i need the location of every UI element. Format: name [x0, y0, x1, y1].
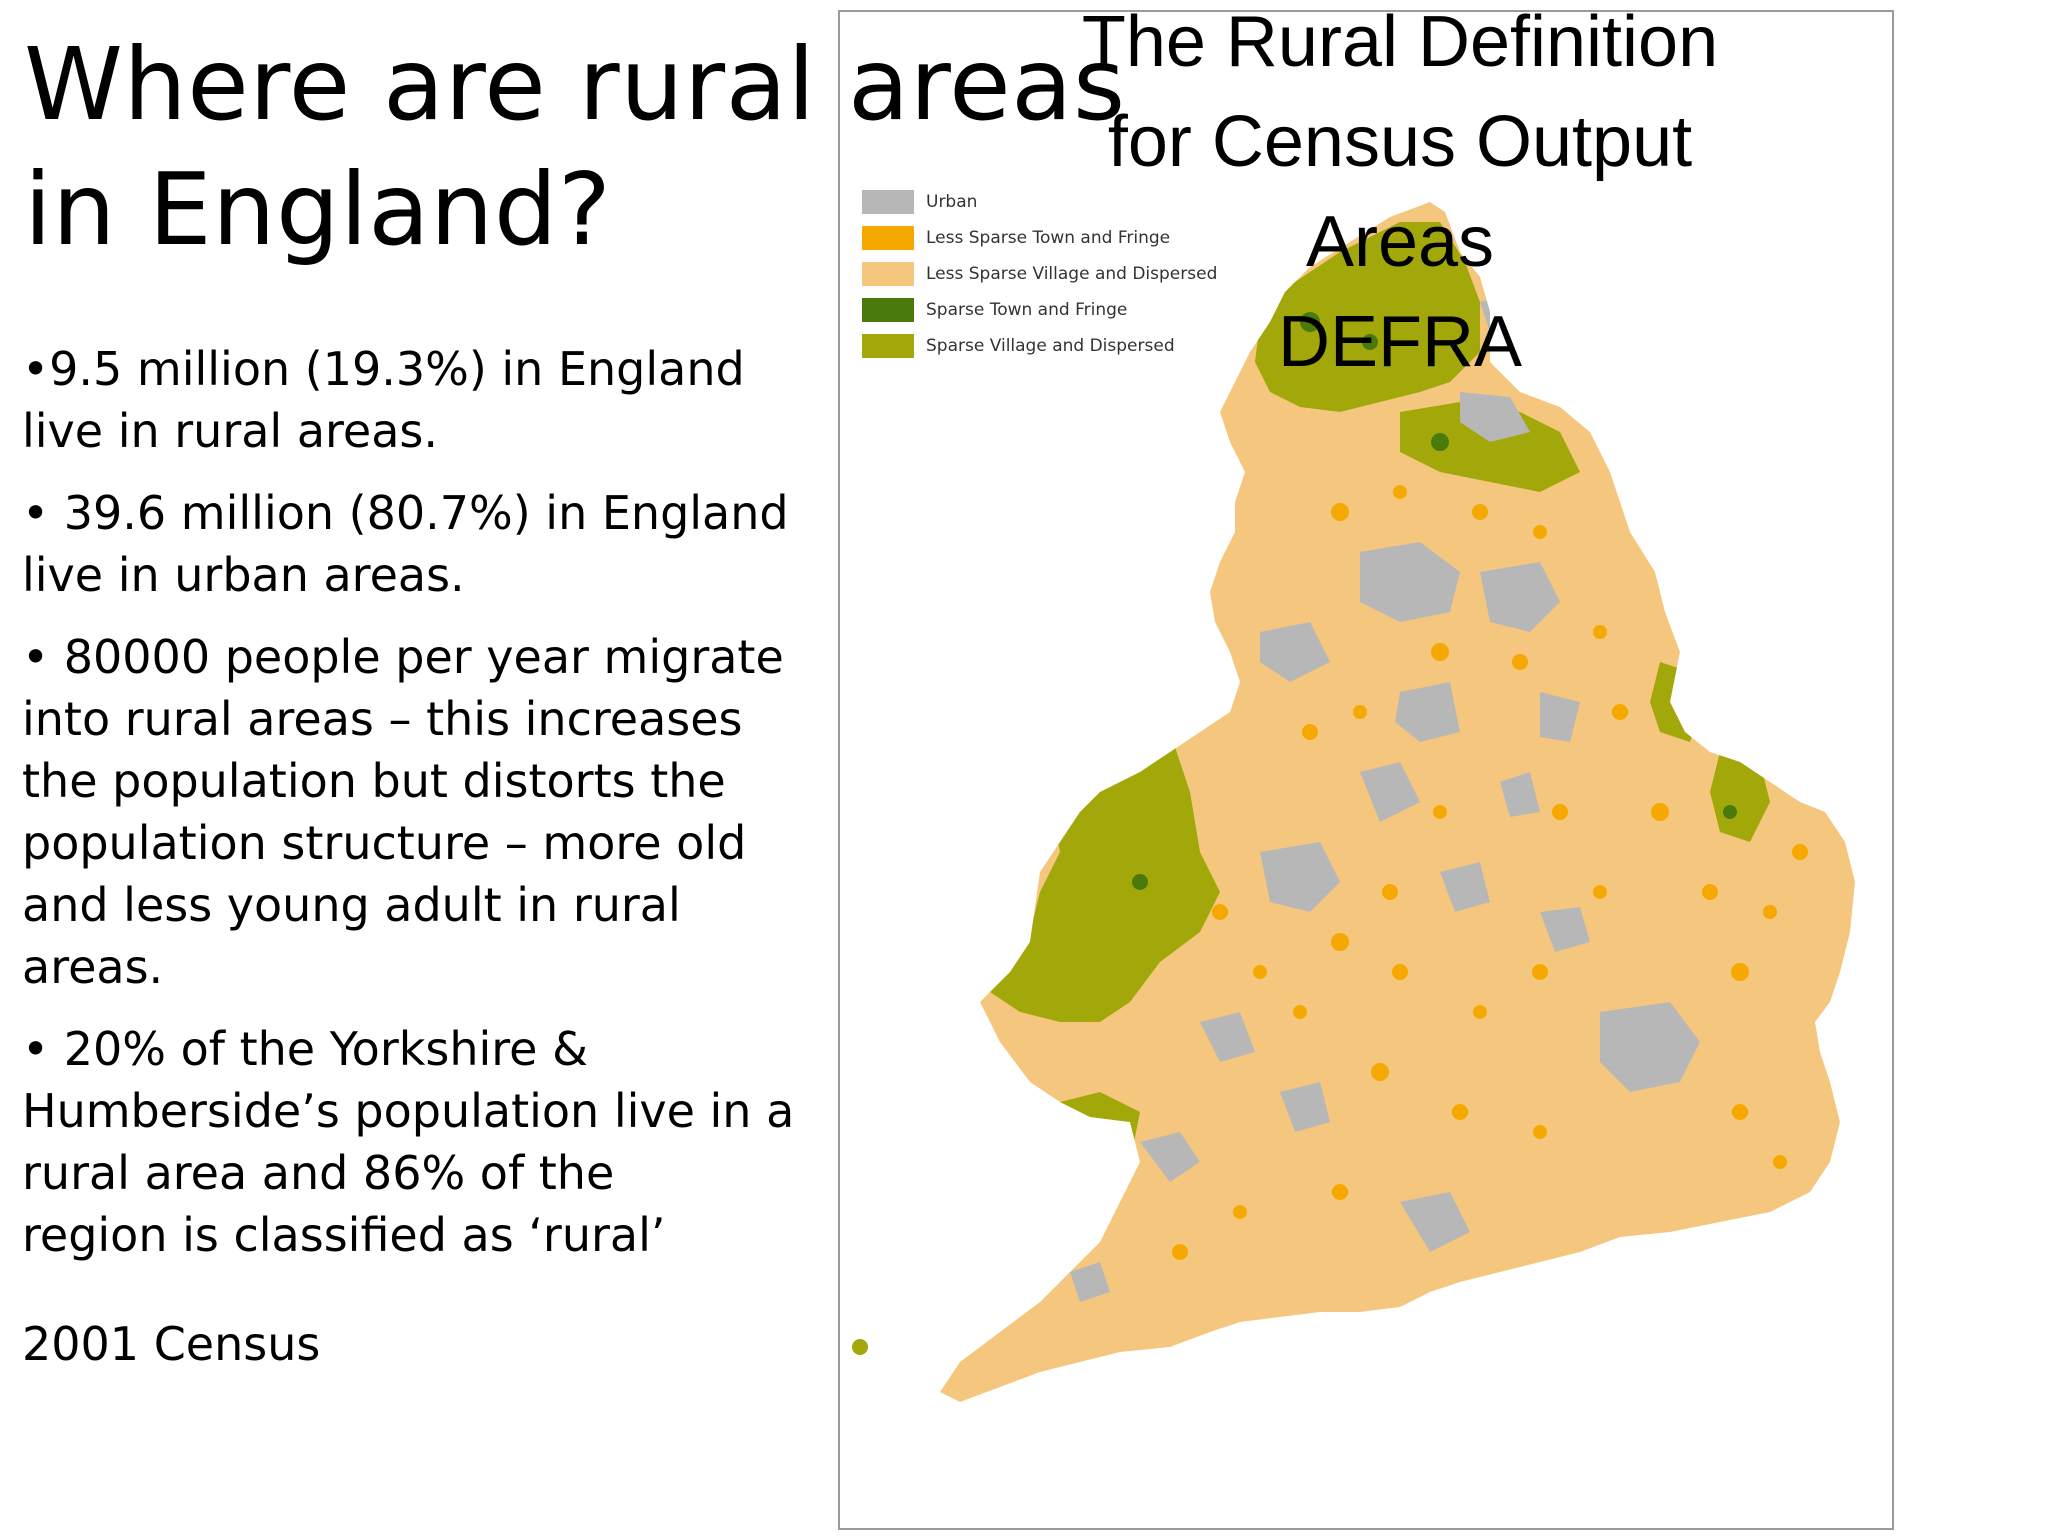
- slide-title: Where are rural areas in England?: [24, 26, 1126, 268]
- legend-item-less-sparse-town: Less Sparse Town and Fringe: [862, 220, 1217, 256]
- bullet-list: •9.5 million (19.3%) in England live in …: [22, 338, 822, 1286]
- legend-item-less-sparse-village: Less Sparse Village and Dispersed: [862, 256, 1217, 292]
- map-legend: Urban Less Sparse Town and Fringe Less S…: [862, 184, 1217, 364]
- source-note: 2001 Census: [22, 1317, 321, 1371]
- bullet-migration: • 80000 people per year migrate into rur…: [22, 630, 784, 994]
- legend-swatch-less-sparse-town: [862, 226, 914, 250]
- bullet-urban-population: • 39.6 million (80.7%) in England live i…: [22, 486, 789, 602]
- legend-swatch-urban: [862, 190, 914, 214]
- legend-label: Less Sparse Town and Fringe: [926, 228, 1171, 248]
- legend-item-sparse-village: Sparse Village and Dispersed: [862, 328, 1217, 364]
- map-frame: Urban Less Sparse Town and Fringe Less S…: [838, 10, 1894, 1530]
- scilly-isles: [852, 1339, 868, 1355]
- map-title: The Rural Definition for Census Output A…: [1081, 2, 1719, 382]
- legend-item-sparse-town: Sparse Town and Fringe: [862, 292, 1217, 328]
- legend-label: Sparse Village and Dispersed: [926, 336, 1175, 356]
- legend-label: Less Sparse Village and Dispersed: [926, 264, 1218, 284]
- bullet-rural-population: •9.5 million (19.3%) in England live in …: [22, 342, 745, 458]
- legend-label: Urban: [926, 192, 978, 212]
- legend-item-urban: Urban: [862, 184, 1217, 220]
- england-rural-map: [852, 202, 1855, 1402]
- legend-label: Sparse Town and Fringe: [926, 300, 1128, 320]
- bullet-yorkshire: • 20% of the Yorkshire & Humberside’s po…: [22, 1022, 795, 1262]
- legend-swatch-sparse-town: [862, 298, 914, 322]
- legend-swatch-sparse-village: [862, 334, 914, 358]
- legend-swatch-less-sparse-village: [862, 262, 914, 286]
